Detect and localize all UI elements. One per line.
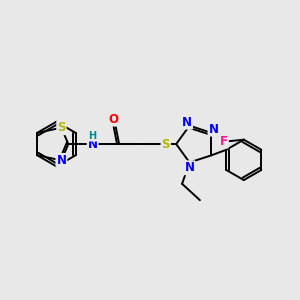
Text: S: S	[57, 121, 66, 134]
Text: O: O	[109, 112, 118, 126]
Text: H: H	[88, 131, 97, 141]
Text: N: N	[182, 116, 192, 129]
Text: N: N	[184, 161, 194, 174]
Text: N: N	[56, 154, 66, 167]
Text: N: N	[88, 138, 98, 151]
Text: S: S	[161, 138, 170, 151]
Text: F: F	[220, 135, 228, 148]
Text: N: N	[208, 123, 218, 136]
